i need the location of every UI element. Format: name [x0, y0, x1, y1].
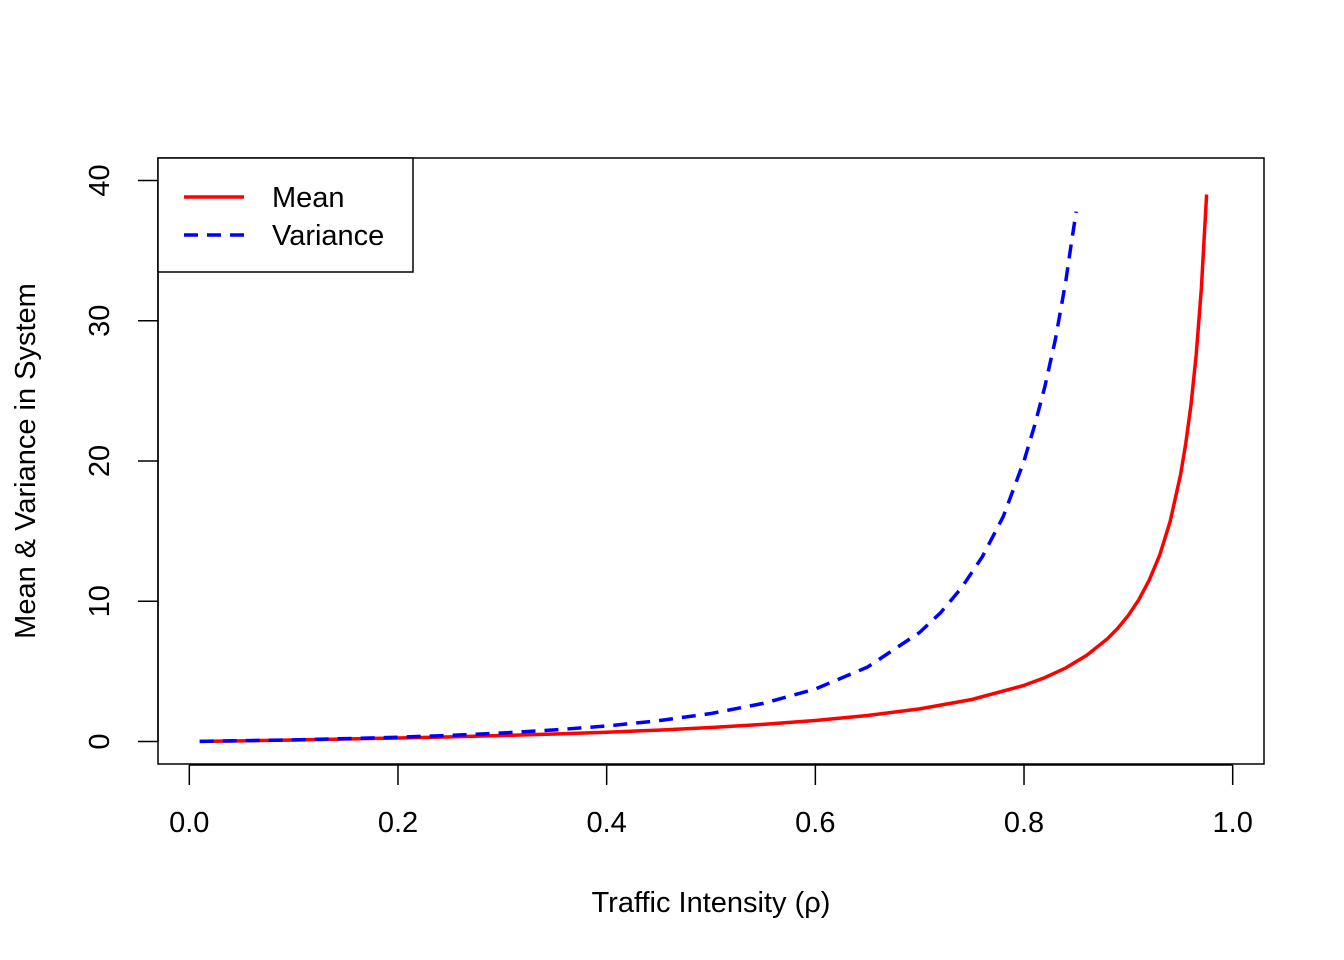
- legend: Mean Variance: [157, 157, 414, 273]
- series-line-mean: [199, 194, 1209, 744]
- x-tick-label: 0.4: [586, 807, 626, 839]
- y-axis-label: Mean & Variance in System: [10, 283, 42, 639]
- legend-label-variance: Variance: [272, 220, 384, 252]
- series-line-variance: [199, 211, 1078, 744]
- y-tick-label: 40: [84, 164, 116, 196]
- y-tick-label: 10: [84, 585, 116, 617]
- y-tick-label: 30: [84, 305, 116, 337]
- y-axis: 0 10 20 30 40: [84, 164, 159, 750]
- x-tick-label: 1.0: [1213, 807, 1253, 839]
- x-tick-label: 0.6: [795, 807, 835, 839]
- legend-label-mean: Mean: [272, 182, 345, 214]
- x-axis: 0.0 0.2 0.4 0.6 0.8 1.0: [169, 764, 1253, 839]
- y-tick-label: 0: [84, 733, 116, 749]
- x-axis-label: Traffic Intensity (ρ): [592, 887, 831, 919]
- legend-box: [157, 157, 414, 273]
- series-layer: [199, 194, 1209, 744]
- x-tick-label: 0.0: [169, 807, 209, 839]
- x-tick-label: 0.8: [1004, 807, 1044, 839]
- x-tick-label: 0.2: [378, 807, 418, 839]
- y-tick-label: 20: [84, 445, 116, 477]
